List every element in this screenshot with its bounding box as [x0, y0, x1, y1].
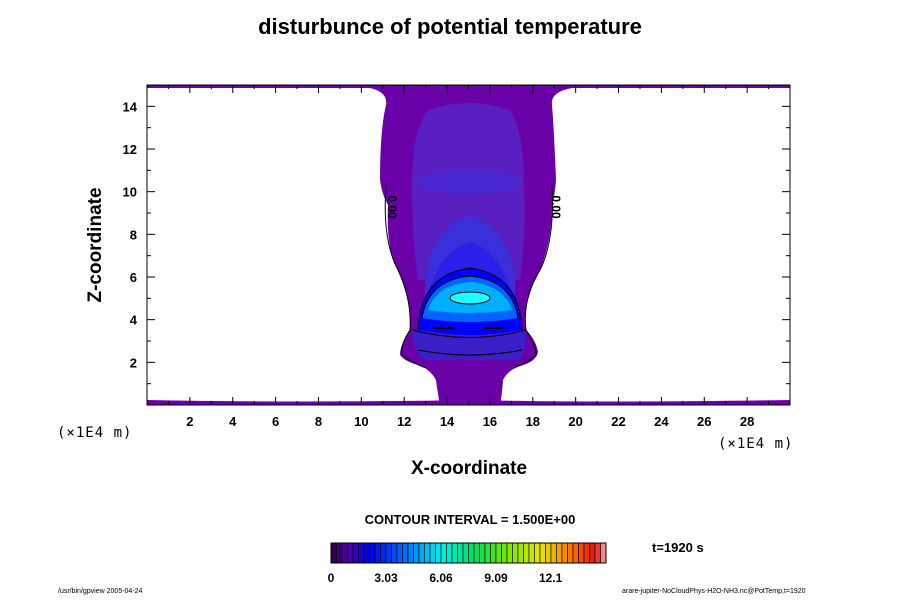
contour-label-left: 0.00 — [385, 195, 399, 219]
colorbar-cell — [534, 542, 541, 564]
colorbar-tick-label: 6.06 — [429, 571, 453, 585]
colorbar-cell — [583, 542, 590, 564]
colorbar-cell — [336, 542, 343, 564]
y-tick-label: 8 — [130, 227, 137, 242]
axis-ticks — [147, 85, 790, 405]
chart-title: disturbunce of potential temperature — [258, 14, 642, 39]
colorbar-cell — [495, 542, 502, 564]
colorbar-cell — [402, 542, 409, 564]
contour-interval-label: CONTOUR INTERVAL = 1.500E+00 — [364, 512, 576, 527]
footer-right: arare-jupiter-NoCloudPhys-H2O-NH3.nc@Pot… — [622, 588, 806, 595]
colorbar-cell — [396, 542, 403, 564]
colorbar-cell — [484, 542, 491, 564]
colorbar-cell — [550, 542, 557, 564]
core-center — [450, 292, 490, 304]
time-label: t=1920 s — [652, 540, 704, 555]
contour-label-right: 0.00 — [549, 195, 563, 219]
colorbar-cell — [435, 542, 442, 564]
colorbar-cell — [589, 542, 596, 564]
colorbar-cell — [391, 542, 398, 564]
colorbar-cell — [352, 542, 359, 564]
colorbar-cell — [528, 542, 535, 564]
colorbar-cell — [501, 542, 508, 564]
colorbar-cell — [473, 542, 480, 564]
contour-fill-group — [147, 85, 790, 405]
x-tick-label: 6 — [272, 414, 279, 429]
upper-lobe — [418, 170, 522, 194]
contour-lines — [384, 184, 553, 369]
colorbar-cell — [424, 542, 431, 564]
colorbar-cell — [418, 542, 425, 564]
colorbar-cell — [380, 542, 387, 564]
colorbar-tick-labels: 0 3.03 6.06 9.09 12.1 — [328, 571, 563, 585]
y-tick-label: 10 — [123, 185, 137, 200]
colorbar-tick-label: 0 — [328, 571, 335, 585]
colorbar-cell — [330, 542, 337, 564]
x-tick-label: 26 — [697, 414, 711, 429]
colorbar-cell — [572, 542, 579, 564]
colorbar-cell — [561, 542, 568, 564]
x-scale-note: (×1E4 m) — [718, 436, 794, 452]
x-tick-label: 4 — [229, 414, 237, 429]
colorbar-cell — [413, 542, 420, 564]
colorbar-cell — [512, 542, 519, 564]
colorbar-cell — [490, 542, 497, 564]
y-axis-label: Z-coordinate — [85, 187, 106, 303]
x-tick-label: 20 — [568, 414, 582, 429]
colorbar-cell — [556, 542, 563, 564]
x-tick-label: 24 — [654, 414, 669, 429]
y-tick-label: 14 — [123, 99, 138, 114]
colorbar-cell — [369, 542, 376, 564]
colorbar — [330, 542, 607, 564]
colorbar-cell — [457, 542, 464, 564]
colorbar-cell — [567, 542, 574, 564]
colorbar-cell — [347, 542, 354, 564]
x-tick-label: 18 — [526, 414, 540, 429]
colorbar-cell — [479, 542, 486, 564]
x-tick-label: 12 — [397, 414, 411, 429]
colorbar-cell — [374, 542, 381, 564]
colorbar-cell — [468, 542, 475, 564]
x-tick-label: 10 — [354, 414, 368, 429]
colorbar-cell — [545, 542, 552, 564]
x-tick-label: 22 — [611, 414, 625, 429]
footer-left: /usr/bin/gpview 2005-04-24 — [58, 588, 143, 595]
colorbar-cell — [440, 542, 447, 564]
colorbar-tick-label: 9.09 — [484, 571, 508, 585]
x-tick-label: 14 — [440, 414, 455, 429]
y-tick-label: 4 — [130, 313, 138, 328]
colorbar-cell — [578, 542, 585, 564]
colorbar-tick-label: 12.1 — [539, 571, 563, 585]
colorbar-cell — [363, 542, 370, 564]
colorbar-cell — [451, 542, 458, 564]
x-tick-label: 28 — [740, 414, 754, 429]
x-tick-label: 2 — [186, 414, 193, 429]
colorbar-cell — [594, 542, 601, 564]
y-tick-label: 12 — [123, 142, 137, 157]
lower-zone — [412, 330, 527, 360]
colorbar-cell — [385, 542, 392, 564]
colorbar-cell — [407, 542, 414, 564]
colorbar-cell — [539, 542, 546, 564]
colorbar-cell — [358, 542, 365, 564]
colorbar-cell — [600, 542, 607, 564]
colorbar-cell — [523, 542, 530, 564]
colorbar-cell — [341, 542, 348, 564]
colorbar-cell — [517, 542, 524, 564]
x-axis-label: X-coordinate — [410, 458, 528, 479]
y-tick-label: 2 — [130, 355, 137, 370]
y-scale-note: (×1E4 m) — [57, 425, 133, 441]
x-tick-label: 16 — [483, 414, 497, 429]
colorbar-cell — [462, 542, 469, 564]
colorbar-cell — [429, 542, 436, 564]
x-tick-label: 8 — [315, 414, 322, 429]
y-tick-label: 6 — [130, 270, 137, 285]
colorbar-tick-label: 3.03 — [374, 571, 398, 585]
colorbar-cell — [506, 542, 513, 564]
colorbar-cell — [446, 542, 453, 564]
colorbar-frame — [330, 542, 607, 564]
